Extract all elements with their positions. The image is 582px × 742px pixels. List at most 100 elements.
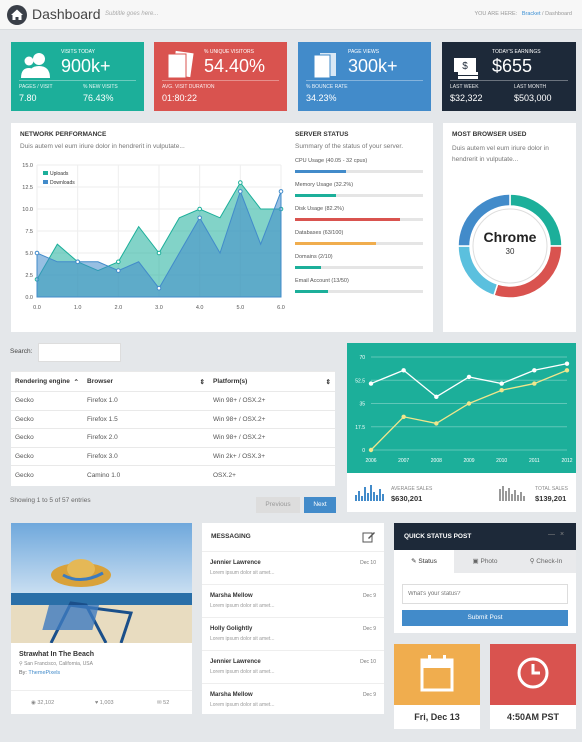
y-tick-label: 0.0 bbox=[25, 295, 33, 301]
message-preview: Lorem ipsum dolor sit amet... bbox=[210, 603, 275, 609]
data-point bbox=[238, 180, 243, 185]
total-sales-value: $139,201 bbox=[535, 494, 567, 503]
photo-stats: ◉ 32,102 ♥ 1,003 ✉ 52 bbox=[11, 690, 192, 714]
stat-sub-label: PAGES / VISIT bbox=[19, 84, 53, 90]
message-sender: Marsha Mellow bbox=[210, 593, 253, 599]
donut-inner-ring bbox=[472, 208, 548, 284]
y-tick-label: 35 bbox=[359, 402, 365, 408]
compose-icon[interactable] bbox=[362, 530, 376, 544]
tab-check-in[interactable]: ⚲ Check-In bbox=[529, 558, 563, 565]
minimize-icon[interactable]: — bbox=[548, 531, 555, 538]
time-value: 4:50AM PST bbox=[506, 712, 559, 722]
table-cell: Firefox 1.5 bbox=[83, 409, 209, 429]
data-point bbox=[116, 268, 121, 273]
data-point bbox=[368, 447, 374, 453]
legend-label: Downloads bbox=[50, 180, 75, 186]
stat-sub-value: $503,000 bbox=[514, 93, 552, 103]
y-tick-label: 2.5 bbox=[25, 273, 33, 279]
money-icon: $ bbox=[450, 50, 484, 80]
message-item[interactable]: Jennier Lawrence Lorem ipsum dolor sit am… bbox=[202, 551, 384, 584]
next-button[interactable]: Next bbox=[304, 497, 336, 513]
eye-icon: ◉ bbox=[31, 700, 36, 706]
message-sender: Holly Golightly bbox=[210, 626, 253, 632]
message-item[interactable]: Holly Golightly Lorem ipsum dolor sit ame… bbox=[202, 617, 384, 650]
data-point bbox=[532, 368, 537, 373]
table-row[interactable]: Gecko Firefox 3.0 Win 2k+ / OSX.3+ bbox=[11, 446, 335, 466]
close-icon[interactable]: × bbox=[560, 531, 565, 538]
column-header[interactable]: Browser ⇕ bbox=[83, 371, 209, 392]
table-row[interactable]: Gecko Camino 1.0 OSX.2+ bbox=[11, 465, 335, 484]
message-item[interactable]: Marsha Mellow Lorem ipsum dolor sit amet.… bbox=[202, 584, 384, 617]
server-progress-bar bbox=[295, 266, 423, 269]
server-progress-bar bbox=[295, 242, 423, 245]
heart-icon: ♥ bbox=[95, 700, 99, 706]
progress-fill bbox=[295, 218, 401, 221]
y-tick-label: 52.5 bbox=[355, 378, 365, 384]
browser-panel: MOST BROWSER USED Duis autem vel eum iri… bbox=[443, 123, 576, 332]
status-input[interactable] bbox=[402, 584, 568, 604]
search-input[interactable] bbox=[38, 343, 121, 362]
breadcrumb-link[interactable]: Bracket bbox=[521, 11, 541, 17]
data-table: Rendering engine ⌃ Browser ⇕ Platform(s)… bbox=[11, 371, 335, 486]
table-row[interactable]: Gecko Firefox 1.5 Win 98+ / OSX.2+ bbox=[11, 409, 335, 429]
message-sender: Jennier Lawrence bbox=[210, 659, 261, 665]
stat-earnings: $ TODAY'S EARNINGS $655 LAST WEEK $32,32… bbox=[442, 42, 576, 111]
beach-photo[interactable] bbox=[11, 523, 192, 644]
column-header[interactable]: Rendering engine ⌃ bbox=[11, 371, 83, 392]
stat-sub-value: $32,322 bbox=[450, 93, 483, 103]
stat-label: % UNIQUE VISITORS bbox=[204, 49, 254, 55]
data-point bbox=[401, 368, 406, 373]
heart-stat[interactable]: ♥ 1,003 bbox=[95, 700, 114, 706]
progress-fill bbox=[295, 194, 337, 197]
submit-post-button[interactable]: Submit Post bbox=[402, 610, 568, 626]
photo-location: ⚲ San Francisco, California, USA bbox=[19, 661, 93, 667]
sales-chart: 0 17.5 35 52.5 70 2006 2007 2008 2009 2010 2011 201… bbox=[355, 355, 573, 464]
message-date: Dec 9 bbox=[362, 626, 376, 632]
page-header: Dashboard Subtitle goes here... YOU ARE … bbox=[0, 0, 582, 30]
breadcrumb: YOU ARE HERE: Bracket / Dashboard bbox=[474, 11, 572, 17]
table-row[interactable]: Gecko Firefox 2.0 Win 98+ / OSX.2+ bbox=[11, 428, 335, 447]
sort-up-icon: ⌃ bbox=[73, 378, 79, 386]
message-item[interactable]: Marsha Mellow Lorem ipsum dolor sit amet.… bbox=[202, 683, 384, 716]
data-point bbox=[466, 401, 472, 406]
search-label: Search: bbox=[10, 348, 33, 355]
data-point bbox=[368, 381, 374, 386]
quick-status-header: QUICK STATUS POST — × bbox=[394, 523, 576, 550]
message-item[interactable]: Jennier Lawrence Lorem ipsum dolor sit am… bbox=[202, 650, 384, 683]
table-row[interactable]: Gecko Firefox 1.0 Win 98+ / OSX.2+ bbox=[11, 391, 335, 410]
data-point bbox=[238, 189, 243, 194]
tab-photo[interactable]: ▣ Photo bbox=[472, 558, 498, 565]
stat-sub-label: AVG. VISIT DURATION bbox=[162, 84, 215, 90]
browser-value: 30 bbox=[505, 247, 515, 256]
server-bar-label: Disk Usage (82.2%) bbox=[295, 206, 344, 212]
home-icon[interactable] bbox=[7, 5, 27, 25]
table-cell: Gecko bbox=[11, 446, 83, 466]
message-sender: Jennier Lawrence bbox=[210, 560, 261, 566]
line-series-1 bbox=[370, 369, 568, 451]
clock-icon bbox=[517, 657, 549, 689]
data-point bbox=[116, 259, 121, 265]
column-header[interactable]: Platform(s) ⇕ bbox=[209, 371, 335, 392]
data-point bbox=[156, 250, 162, 256]
author-link[interactable]: ThemePixels bbox=[28, 670, 61, 676]
x-tick-label: 2010 bbox=[496, 458, 507, 464]
network-desc: Duis autem vel eum iriure dolor in hendr… bbox=[20, 143, 185, 150]
like-stat[interactable]: ◉ 32,102 bbox=[31, 700, 55, 706]
table-cell: Gecko bbox=[11, 391, 83, 410]
pencil-icon: ✎ bbox=[411, 558, 417, 565]
browser-donut-chart bbox=[457, 193, 563, 299]
progress-fill bbox=[295, 266, 321, 269]
network-chart: 0.0 2.5 5.0 7.5 10.0 12.5 15.0 0.0 1.0 2.0 3.0 4.0 5… bbox=[22, 163, 285, 311]
table-cell: OSX.2+ bbox=[209, 465, 335, 484]
tab-status[interactable]: ✎ Status bbox=[394, 550, 454, 573]
server-progress-bar bbox=[295, 290, 423, 293]
previous-button[interactable]: Previous bbox=[256, 497, 300, 513]
data-point bbox=[197, 215, 202, 221]
breadcrumb-current: Dashboard bbox=[545, 11, 572, 17]
message-preview: Lorem ipsum dolor sit amet... bbox=[210, 702, 275, 708]
stat-value: 54.40% bbox=[204, 56, 266, 76]
y-tick-label: 70 bbox=[359, 355, 365, 361]
comment-stat[interactable]: ✉ 52 bbox=[157, 700, 170, 706]
sort-icon: ⇕ bbox=[199, 378, 205, 386]
date-caption: Fri, Dec 13 bbox=[394, 705, 480, 729]
